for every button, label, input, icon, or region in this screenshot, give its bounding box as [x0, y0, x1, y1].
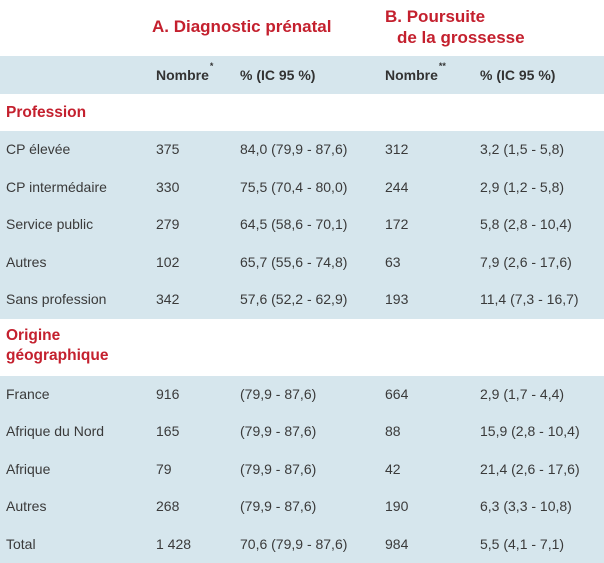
cell-pct-a: 84,0 (79,9 - 87,6)	[240, 131, 347, 169]
cell-nombre-b: 190	[385, 488, 408, 526]
cell-pct-a: 70,6 (79,9 - 87,6)	[240, 526, 347, 563]
table-row: Afrique 79 (79,9 - 87,6) 42 21,4 (2,6 - …	[0, 451, 604, 489]
row-label: Afrique	[6, 451, 50, 489]
row-label: Total	[6, 526, 36, 563]
column-header-row: Nombre* % (IC 95 %) Nombre** % (IC 95 %)	[0, 56, 604, 94]
cell-pct-a: 65,7 (55,6 - 74,8)	[240, 244, 347, 282]
row-label: Autres	[6, 488, 46, 526]
cell-nombre-b: 984	[385, 526, 408, 563]
cell-pct-a: (79,9 - 87,6)	[240, 451, 316, 489]
table-titles: A. Diagnostic prénatal B. Poursuite de l…	[0, 0, 604, 56]
cell-nombre-b: 193	[385, 281, 408, 319]
cell-nombre-b: 63	[385, 244, 401, 282]
table-row: Sans profession 342 57,6 (52,2 - 62,9) 1…	[0, 281, 604, 319]
cell-nombre-a: 1 428	[156, 526, 191, 563]
cell-nombre-a: 268	[156, 488, 179, 526]
row-label: Sans profession	[6, 281, 106, 319]
table-row: Autres 268 (79,9 - 87,6) 190 6,3 (3,3 - …	[0, 488, 604, 526]
header-nombre-b-footnote: **	[439, 61, 446, 71]
row-label: CP intermédaire	[6, 169, 107, 207]
table-row: CP intermédaire 330 75,5 (70,4 - 80,0) 2…	[0, 169, 604, 207]
table-row: Afrique du Nord 165 (79,9 - 87,6) 88 15,…	[0, 413, 604, 451]
header-nombre-b-text: Nombre	[385, 67, 438, 83]
cell-pct-a: 75,5 (70,4 - 80,0)	[240, 169, 347, 207]
cell-pct-b: 21,4 (2,6 - 17,6)	[480, 451, 580, 489]
cell-nombre-b: 312	[385, 131, 408, 169]
cell-pct-b: 15,9 (2,8 - 10,4)	[480, 413, 580, 451]
title-diagnostic-prenatal: A. Diagnostic prénatal	[152, 17, 331, 37]
cell-pct-a: (79,9 - 87,6)	[240, 413, 316, 451]
cell-pct-b: 6,3 (3,3 - 10,8)	[480, 488, 572, 526]
cell-nombre-b: 172	[385, 206, 408, 244]
header-nombre-a-text: Nombre	[156, 67, 209, 83]
total-row: Total 1 428 70,6 (79,9 - 87,6) 984 5,5 (…	[0, 526, 604, 563]
cell-pct-b: 2,9 (1,7 - 4,4)	[480, 376, 564, 414]
cell-nombre-b: 664	[385, 376, 408, 414]
cell-pct-a: (79,9 - 87,6)	[240, 488, 316, 526]
table-row: CP élevée 375 84,0 (79,9 - 87,6) 312 3,2…	[0, 131, 604, 169]
cell-nombre-b: 88	[385, 413, 401, 451]
cell-nombre-a: 342	[156, 281, 179, 319]
section-origine-line1: Origine	[6, 319, 604, 346]
cell-nombre-a: 165	[156, 413, 179, 451]
cell-nombre-a: 102	[156, 244, 179, 282]
section-origine-line2: géographique	[6, 346, 604, 366]
title-poursuite-grossesse: B. Poursuite de la grossesse	[385, 6, 525, 48]
cell-nombre-a: 79	[156, 451, 172, 489]
cell-pct-a: 64,5 (58,6 - 70,1)	[240, 206, 347, 244]
header-nombre-a: Nombre*	[156, 56, 213, 94]
table-row: France 916 (79,9 - 87,6) 664 2,9 (1,7 - …	[0, 376, 604, 414]
cell-pct-a: 57,6 (52,2 - 62,9)	[240, 281, 347, 319]
row-label: CP élevée	[6, 131, 70, 169]
header-pct-a: % (IC 95 %)	[240, 56, 315, 94]
cell-nombre-a: 330	[156, 169, 179, 207]
cell-pct-b: 5,5 (4,1 - 7,1)	[480, 526, 564, 563]
row-label: Autres	[6, 244, 46, 282]
cell-pct-b: 3,2 (1,5 - 5,8)	[480, 131, 564, 169]
cell-nombre-a: 916	[156, 376, 179, 414]
table-row: Service public 279 64,5 (58,6 - 70,1) 17…	[0, 206, 604, 244]
cell-nombre-b: 42	[385, 451, 401, 489]
cell-pct-b: 5,8 (2,8 - 10,4)	[480, 206, 572, 244]
header-pct-b: % (IC 95 %)	[480, 56, 555, 94]
section-origine-geographique: Origine géographique	[0, 319, 604, 376]
cell-pct-b: 2,9 (1,2 - 5,8)	[480, 169, 564, 207]
title-poursuite-line1: B. Poursuite	[385, 6, 525, 27]
row-label: Afrique du Nord	[6, 413, 104, 451]
section-profession: Profession	[0, 94, 604, 131]
row-label: Service public	[6, 206, 93, 244]
cell-pct-a: (79,9 - 87,6)	[240, 376, 316, 414]
header-nombre-b: Nombre**	[385, 56, 446, 94]
table-row: Autres 102 65,7 (55,6 - 74,8) 63 7,9 (2,…	[0, 244, 604, 282]
cell-nombre-a: 279	[156, 206, 179, 244]
row-label: France	[6, 376, 50, 414]
cell-pct-b: 11,4 (7,3 - 16,7)	[480, 281, 579, 319]
cell-nombre-a: 375	[156, 131, 179, 169]
header-nombre-a-footnote: *	[210, 61, 214, 71]
cell-nombre-b: 244	[385, 169, 408, 207]
title-poursuite-line2: de la grossesse	[385, 27, 525, 48]
cell-pct-b: 7,9 (2,6 - 17,6)	[480, 244, 572, 282]
